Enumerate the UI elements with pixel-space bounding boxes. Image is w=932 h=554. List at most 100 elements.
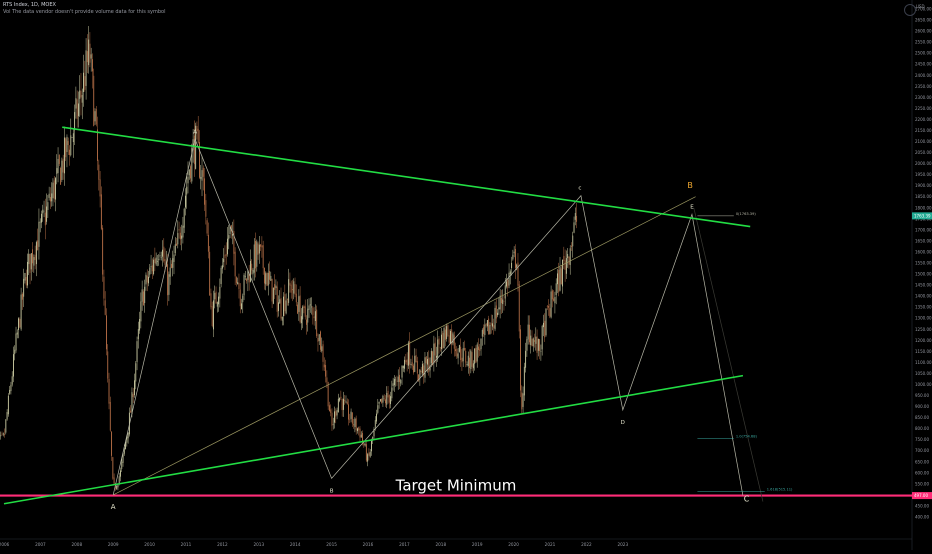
candle-body [28, 253, 30, 265]
candle-body [93, 75, 95, 126]
candle-body [419, 369, 421, 379]
x-tick-label: 2019 [472, 542, 483, 547]
candle-body [449, 331, 451, 344]
candle-body [112, 457, 114, 479]
candle-body [69, 149, 70, 155]
y-tick-label: 550.00 [915, 481, 929, 486]
candle-body [280, 298, 282, 319]
candle-body [269, 271, 270, 280]
y-tick-label: 1100.00 [915, 360, 932, 365]
candle-body [385, 399, 386, 404]
wave-path[interactable] [112, 138, 744, 496]
upper-channel-line[interactable] [62, 126, 751, 228]
candle-body [49, 197, 51, 202]
candle-body [486, 320, 488, 327]
candle-body [531, 338, 533, 347]
y-tick-label: 1700.00 [915, 227, 932, 232]
candle-body [188, 169, 190, 176]
settings-icon[interactable] [904, 4, 916, 16]
candle-body [429, 365, 431, 371]
lower-channel-line[interactable] [3, 374, 744, 505]
candle-body [334, 411, 335, 423]
candle-body [441, 334, 442, 350]
candle-body [551, 290, 553, 300]
candle-body [261, 245, 263, 248]
candle-body [185, 195, 186, 208]
y-tick-label: 2700.00 [915, 7, 932, 12]
candle-body [155, 257, 157, 265]
candle-body [113, 477, 115, 484]
candle-body [351, 412, 353, 424]
candle-body [170, 263, 172, 268]
candle-body [498, 307, 500, 310]
candle-body [418, 374, 420, 381]
candle-body [335, 411, 337, 417]
candle-body [448, 335, 450, 343]
candle-body [307, 308, 309, 323]
y-tick-label: 2100.00 [915, 139, 932, 144]
symbol-title[interactable]: RTS Index, 1D, MOEX [3, 2, 56, 8]
candle-body [565, 258, 567, 274]
candle-body [243, 274, 245, 296]
candle-body [46, 206, 48, 222]
fib-level-label: 1.0(754.68) [736, 435, 758, 439]
candle-body [148, 276, 149, 284]
candle-body [1, 433, 3, 435]
candle-body [344, 400, 346, 402]
candle-body [95, 108, 97, 125]
candle-body [29, 253, 31, 273]
candle-body [89, 43, 91, 63]
candle-body [332, 424, 334, 425]
candle-body [187, 176, 189, 184]
candle-body [548, 306, 549, 308]
x-tick-label: 2013 [253, 542, 264, 547]
candle-body [355, 418, 357, 431]
x-tick-label: 2012 [217, 542, 228, 547]
candle-body [177, 233, 179, 245]
y-tick-label: 1600.00 [915, 249, 932, 254]
candle-body [562, 259, 564, 287]
candle-body [292, 289, 293, 291]
candle-body [30, 253, 32, 270]
target-price-tag [912, 492, 932, 500]
candle-body [478, 346, 479, 351]
candle-body [381, 398, 383, 403]
candle-body [266, 272, 268, 286]
y-tick-label: 600.00 [915, 470, 929, 475]
candle-body [488, 318, 490, 335]
candle-body [262, 245, 264, 269]
candle-body [10, 384, 12, 392]
y-tick-label: 2350.00 [915, 84, 932, 89]
candle-body [193, 135, 195, 165]
candle-body [204, 178, 206, 205]
candle-body [289, 282, 291, 286]
candle-body [206, 220, 208, 234]
candle-body [42, 209, 44, 214]
candle-body [52, 182, 54, 199]
candle-body [81, 94, 83, 103]
candle-body [202, 167, 204, 177]
y-tick-label: 1650.00 [915, 238, 932, 243]
candle-body [383, 398, 385, 399]
candle-body [253, 244, 255, 273]
candle-body [167, 264, 169, 296]
candle-body [480, 338, 482, 350]
candle-body [183, 208, 185, 228]
candle-body [215, 291, 217, 304]
candle-body [349, 419, 351, 420]
y-tick-label: 1500.00 [915, 272, 932, 277]
candle-body [232, 234, 234, 236]
rising-trendline[interactable] [113, 196, 696, 496]
candle-body [58, 154, 60, 164]
candle-body [342, 398, 344, 410]
candle-body [432, 351, 434, 366]
candle-body [39, 221, 41, 223]
candle-body [276, 286, 278, 312]
candle-body [410, 363, 412, 365]
y-tick-label: 1850.00 [915, 194, 932, 199]
candle-body [525, 350, 527, 368]
candle-body [402, 365, 404, 369]
candle-body [499, 295, 501, 310]
